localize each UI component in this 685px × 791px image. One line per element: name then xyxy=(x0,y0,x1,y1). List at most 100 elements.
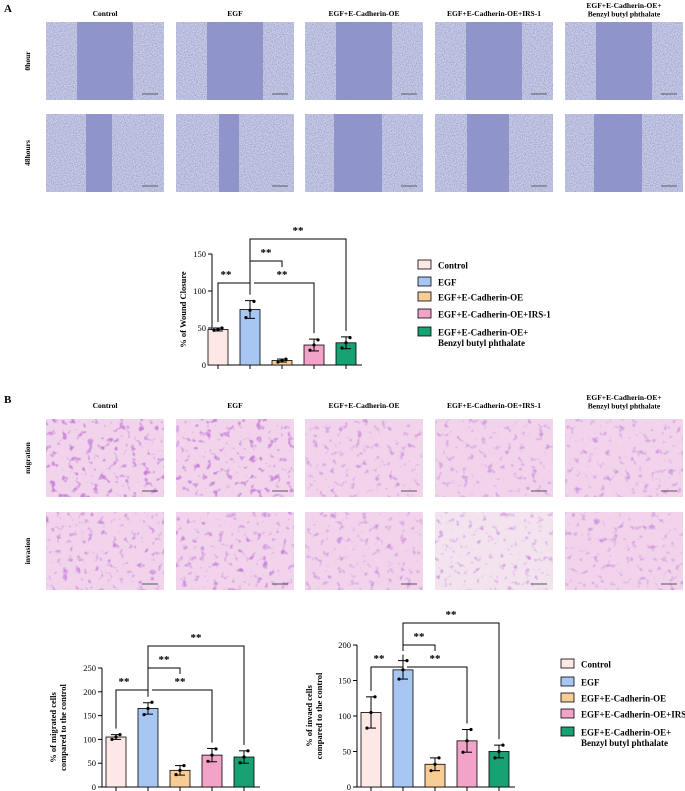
significance-label: ** xyxy=(446,609,458,621)
data-point xyxy=(216,327,220,332)
data-point xyxy=(276,360,280,364)
y-tick-label: 0 xyxy=(92,782,96,791)
significance-label: ** xyxy=(374,653,386,665)
y-tick-label: 100 xyxy=(83,734,96,744)
micrograph xyxy=(565,512,683,590)
y-axis-label: % of migrated cellscompared to the contr… xyxy=(48,683,68,770)
bar xyxy=(207,329,229,366)
data-point xyxy=(369,710,373,715)
data-point xyxy=(146,706,150,711)
y-tick-label: 50 xyxy=(88,758,97,768)
data-point xyxy=(242,755,246,759)
legend-swatch xyxy=(560,676,575,687)
data-point xyxy=(312,343,316,347)
legend-entry: EGF+E-Cadherin-OE+IRS-1 xyxy=(438,310,551,320)
legend-entry: EGF xyxy=(581,678,600,688)
legend-entry: EGF+E-Cadherin-OE xyxy=(581,694,666,704)
data-point xyxy=(280,358,284,363)
legend-entry: Control xyxy=(581,660,611,670)
data-point xyxy=(244,316,248,320)
data-point xyxy=(365,726,369,730)
y-axis-label: % of Wound Closure xyxy=(178,271,188,348)
image-grid-wound: Control EGF EGF+E-Cadherin-OE EGF+E-Cadheri… xyxy=(23,1,683,192)
legend-wound: Control EGF EGF+E-Cadherin-OE EGF+E-Cadheri… xyxy=(417,259,551,348)
y-tick-label: 250 xyxy=(83,663,96,673)
legend-swatch xyxy=(560,708,575,719)
y-tick-label: 200 xyxy=(83,687,96,697)
significance-bracket xyxy=(370,654,404,691)
legend-transwell: Control EGF EGF+E-Cadherin-OE EGF+E-Cadheri… xyxy=(560,658,685,748)
bar xyxy=(392,669,414,788)
legend-swatch xyxy=(417,291,432,302)
column-header: EGF+E-Cadherin-OE+IRS-1 xyxy=(447,9,541,18)
legend-entry: EGF+E-Cadherin-OE+ Benzyl butyl phthalate xyxy=(438,328,528,348)
invasion-chart: 0 50 100 150 200 % of invaed cellscompared to… xyxy=(304,609,515,791)
data-point xyxy=(284,357,288,361)
micrograph xyxy=(46,114,164,192)
y-axis-label: % of invaed cellscompared to the control xyxy=(304,672,324,759)
legend-swatch xyxy=(560,658,575,669)
legend-swatch xyxy=(560,692,575,703)
legend-entry: Control xyxy=(438,261,468,271)
y-tick-label: 50 xyxy=(343,747,352,757)
data-point xyxy=(118,733,122,737)
micrograph xyxy=(565,114,683,192)
data-point xyxy=(465,739,469,743)
column-header: Control xyxy=(93,9,118,18)
data-point xyxy=(373,695,377,699)
y-tick-label: 100 xyxy=(338,711,351,721)
legend-swatch xyxy=(560,726,575,737)
significance-label: ** xyxy=(175,676,187,688)
y-tick-label: 0 xyxy=(347,782,351,791)
significance-label: ** xyxy=(119,676,131,688)
significance-label: ** xyxy=(293,225,305,237)
significance-bracket xyxy=(152,689,213,743)
y-tick-label: 100 xyxy=(193,286,206,296)
significance-bracket xyxy=(115,689,149,729)
micrograph xyxy=(46,512,164,590)
wound-closure-chart: 0 50 100 150 % of Wound Closure ** ** ** ** xyxy=(178,225,362,370)
legend-swatch xyxy=(417,259,432,270)
column-header: EGF xyxy=(227,9,243,18)
data-point xyxy=(114,735,118,739)
data-point xyxy=(437,756,441,760)
data-point xyxy=(178,768,182,772)
data-point xyxy=(461,750,465,754)
micrograph xyxy=(176,419,294,497)
row-label: migration xyxy=(23,441,32,473)
significance-bracket xyxy=(147,645,245,745)
data-point xyxy=(469,727,473,732)
data-point xyxy=(210,753,214,757)
legend-swatch xyxy=(417,276,432,287)
legend-entry: EGF+E-Cadherin-OE xyxy=(438,293,523,303)
data-point xyxy=(497,749,501,754)
row-label: 48hours xyxy=(23,140,32,166)
column-header: EGF+E-Cadherin-OE+ Benzyl butyl phthalate xyxy=(586,393,661,411)
legend-entry: EGF+E-Cadherin-OE+IRS-1 xyxy=(581,710,685,720)
significance-label: ** xyxy=(430,653,442,665)
significance-bracket xyxy=(254,282,315,334)
data-point xyxy=(238,761,242,765)
y-tick-label: 200 xyxy=(338,640,351,650)
micrograph xyxy=(176,22,294,100)
data-point xyxy=(429,769,433,773)
data-point xyxy=(344,341,348,345)
data-point xyxy=(493,756,497,760)
data-point xyxy=(142,713,146,717)
significance-label: ** xyxy=(261,247,273,259)
y-tick-label: 0 xyxy=(202,360,206,370)
data-point xyxy=(174,773,178,777)
data-point xyxy=(212,328,216,332)
micrograph xyxy=(435,114,553,192)
column-header: EGF xyxy=(227,401,243,410)
significance-label: ** xyxy=(191,632,203,644)
data-point xyxy=(316,338,320,342)
column-header: EGF+E-Cadherin-OE+IRS-1 xyxy=(447,401,541,410)
legend-swatch xyxy=(417,326,432,337)
micrograph xyxy=(305,419,423,497)
micrograph xyxy=(176,114,294,192)
image-grid-transwell: Control EGF EGF+E-Cadherin-OE EGF+E-Cadheri… xyxy=(23,393,683,590)
data-point xyxy=(150,700,154,704)
panel-label-a: A xyxy=(4,3,12,15)
